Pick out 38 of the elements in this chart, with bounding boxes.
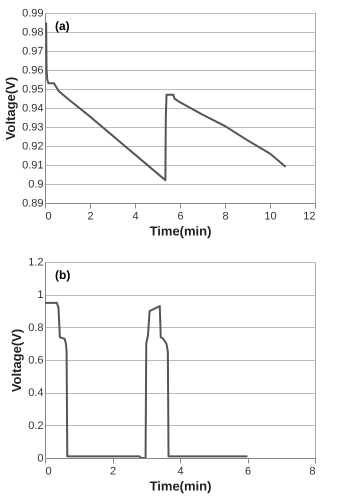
y-tick-label: 0.94: [22, 102, 44, 114]
line-series: [45, 22, 287, 182]
y-tick-label: 0.89: [22, 198, 44, 210]
line-series: [45, 302, 248, 458]
x-tick-label: 4: [177, 466, 184, 478]
x-tick-label: 8: [222, 210, 229, 222]
y-tick-label: 1: [37, 289, 44, 302]
annotation: (b): [55, 268, 70, 282]
y-tick-label: 0.91: [22, 160, 44, 172]
x-tick-label: 2: [110, 466, 116, 478]
y-tick-label: 0.8: [28, 322, 44, 334]
y-tick-label: 0.97: [22, 46, 44, 58]
x-tick-label: 6: [177, 210, 184, 222]
y-tick-label: 0.92: [22, 140, 44, 152]
x-axis-title: Time(min): [150, 478, 212, 494]
x-tick-label: 8: [309, 466, 316, 478]
y-tick-label: 0.93: [22, 122, 44, 134]
x-tick-label: 0: [46, 210, 52, 222]
y-tick-label: 0.96: [22, 64, 44, 76]
y-tick-label: 0.9: [28, 178, 44, 190]
annotation: (a): [55, 19, 70, 33]
x-tick-label: 2: [87, 210, 94, 222]
x-axis-title: Time(min): [150, 224, 212, 238]
y-tick-label: 0.95: [22, 84, 44, 96]
x-tick-label: 12: [303, 210, 316, 222]
x-tick-label: 10: [264, 210, 277, 222]
y-tick-label: 0.2: [28, 420, 44, 432]
y-axis-title: Voltage(V): [9, 328, 24, 392]
y-tick-label: 0.4: [28, 387, 44, 400]
x-tick-label: 6: [244, 466, 252, 478]
y-axis-title: Voltage(V): [3, 76, 18, 140]
x-tick-label: 0: [46, 466, 52, 478]
y-tick-label: 0.98: [22, 26, 44, 38]
y-tick-label: 0: [37, 452, 44, 464]
y-tick-label: 0.99: [22, 8, 44, 20]
y-tick-label: 0.6: [28, 354, 44, 366]
x-tick-label: 4: [132, 210, 139, 222]
y-tick-label: 1.2: [28, 256, 44, 268]
